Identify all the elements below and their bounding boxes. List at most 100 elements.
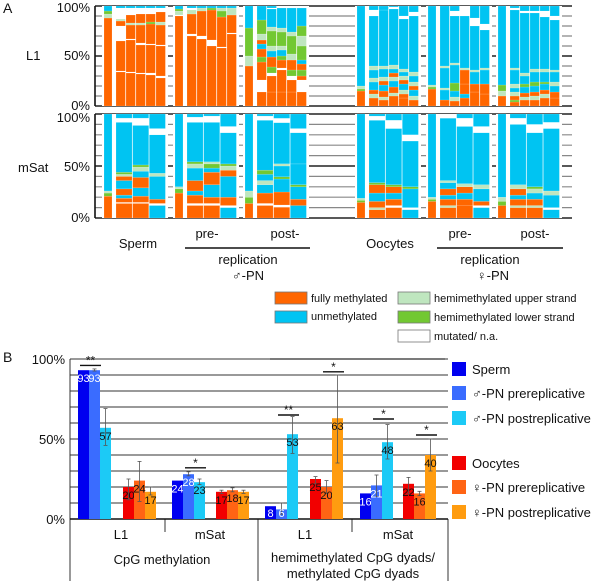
a-segment-u (388, 68, 399, 74)
a-segment-m (479, 83, 490, 95)
a-segment-m (115, 176, 133, 181)
a-segment-m (206, 9, 217, 41)
a-segment-hl (497, 84, 507, 92)
a-segment-u (186, 190, 204, 196)
a-segment-m (276, 59, 287, 69)
b-bar-postf (332, 418, 343, 519)
a-segment-m (388, 95, 399, 107)
a-segment-m (186, 205, 204, 219)
a-clone-bar (479, 5, 490, 107)
a-segment-u (519, 86, 530, 94)
a-segment-m (456, 205, 473, 219)
a-segment-m (290, 199, 307, 206)
a-segment-m (296, 91, 307, 107)
a-segment-u (125, 5, 136, 9)
a-clone-bar (125, 5, 136, 107)
a-segment-m (509, 188, 527, 196)
a-clone-bar (549, 5, 560, 107)
a-segment-hu (539, 68, 550, 73)
a-segment-n (540, 11, 550, 17)
a-segment-u (385, 113, 402, 121)
a-segment-hl (145, 21, 156, 25)
a-segment-u (186, 122, 204, 163)
b-bar-sperm (172, 480, 183, 519)
a-segment-u (456, 192, 473, 200)
a-segment-hl (286, 35, 297, 55)
a-segment-n (126, 8, 136, 15)
a-clone-bar (135, 5, 146, 107)
a-segment-u (256, 184, 274, 194)
a-segment-hu (256, 33, 267, 41)
b-value-label: 93 (88, 373, 100, 385)
a-segment-u (385, 192, 402, 200)
a-segment-n (543, 207, 560, 210)
a-segment-u (427, 5, 437, 86)
a-clone-bar (543, 113, 560, 219)
a-segment-u (356, 5, 366, 87)
b-legend-label-postm: ♂-PN postreplicative (472, 411, 591, 426)
a-segment-hu (509, 83, 520, 89)
a-segment-m (103, 17, 113, 107)
b-significance-label: * (193, 456, 198, 470)
a-segment-u (473, 113, 490, 127)
a-segment-hu (203, 161, 220, 165)
a-segment-hl (203, 163, 220, 169)
a-segment-u (479, 5, 490, 25)
a-segment-m (115, 71, 126, 107)
a-segment-hl (356, 88, 366, 92)
a-clone-bar (226, 5, 237, 107)
a-segment-m (456, 199, 473, 206)
legend-label-mutated: mutated/ n.a. (434, 331, 498, 343)
a-segment-u (368, 192, 386, 202)
a-segment-hl (220, 163, 237, 167)
a-segment-u (479, 69, 490, 85)
a-segment-m (132, 203, 149, 219)
a-segment-u (509, 9, 520, 69)
a-segment-u (273, 178, 290, 193)
a-segment-u (408, 15, 419, 73)
a-segment-n (399, 16, 409, 19)
a-segment-u (226, 5, 237, 9)
a-segment-u (469, 5, 480, 19)
a-segment-u (115, 180, 133, 190)
a-clone-bar (206, 5, 217, 107)
b-bar-oocytes (216, 491, 227, 519)
a-segment-m (439, 99, 450, 107)
a-segment-m (155, 24, 166, 46)
a-segment-hl (402, 186, 419, 190)
a-segment-hl (385, 184, 402, 188)
a-segment-u (368, 81, 379, 91)
b-legend-label-oocytes: Oocytes (472, 456, 520, 471)
a-segment-u (529, 85, 540, 93)
a-segment-m (266, 91, 277, 107)
a-segment-hl (276, 31, 287, 47)
a-segment-hu (186, 163, 204, 169)
a-segment-u (296, 7, 307, 27)
a-clone-bar (115, 113, 133, 219)
a-segment-u (174, 113, 184, 188)
a-clone-bar (216, 5, 227, 107)
a-segment-hl (103, 192, 113, 197)
legend-label-methylated: fully methylated (311, 293, 387, 305)
a-segment-n (207, 40, 217, 46)
a-segment-m (145, 44, 156, 74)
a-segment-u (526, 132, 543, 188)
panel-b-bars: 93 24 8 16 93 28 6 21 57 23 53 48 20 17 25 22 24 18 20 16 17… (77, 353, 437, 520)
b-bar-sperm (265, 506, 276, 519)
a-segment-u (155, 5, 166, 9)
b-bar-prem (183, 474, 194, 519)
a-segment-m (368, 209, 386, 219)
b-bar-postm (287, 434, 298, 519)
a-segment-hu (276, 27, 287, 33)
b-legend-label-postf: ♀-PN postreplicative (472, 505, 591, 520)
b-value-label: 28 (182, 477, 194, 489)
a-segment-m (186, 13, 197, 35)
a-segment-hl (296, 69, 307, 77)
a-segment-hu (174, 186, 184, 190)
a-segment-u (149, 134, 166, 174)
a-segment-m (216, 47, 227, 107)
legend-swatch-methylated (274, 291, 308, 305)
a-segment-u (473, 207, 490, 219)
a-segment-n (257, 116, 274, 121)
a-segment-u (529, 5, 540, 12)
